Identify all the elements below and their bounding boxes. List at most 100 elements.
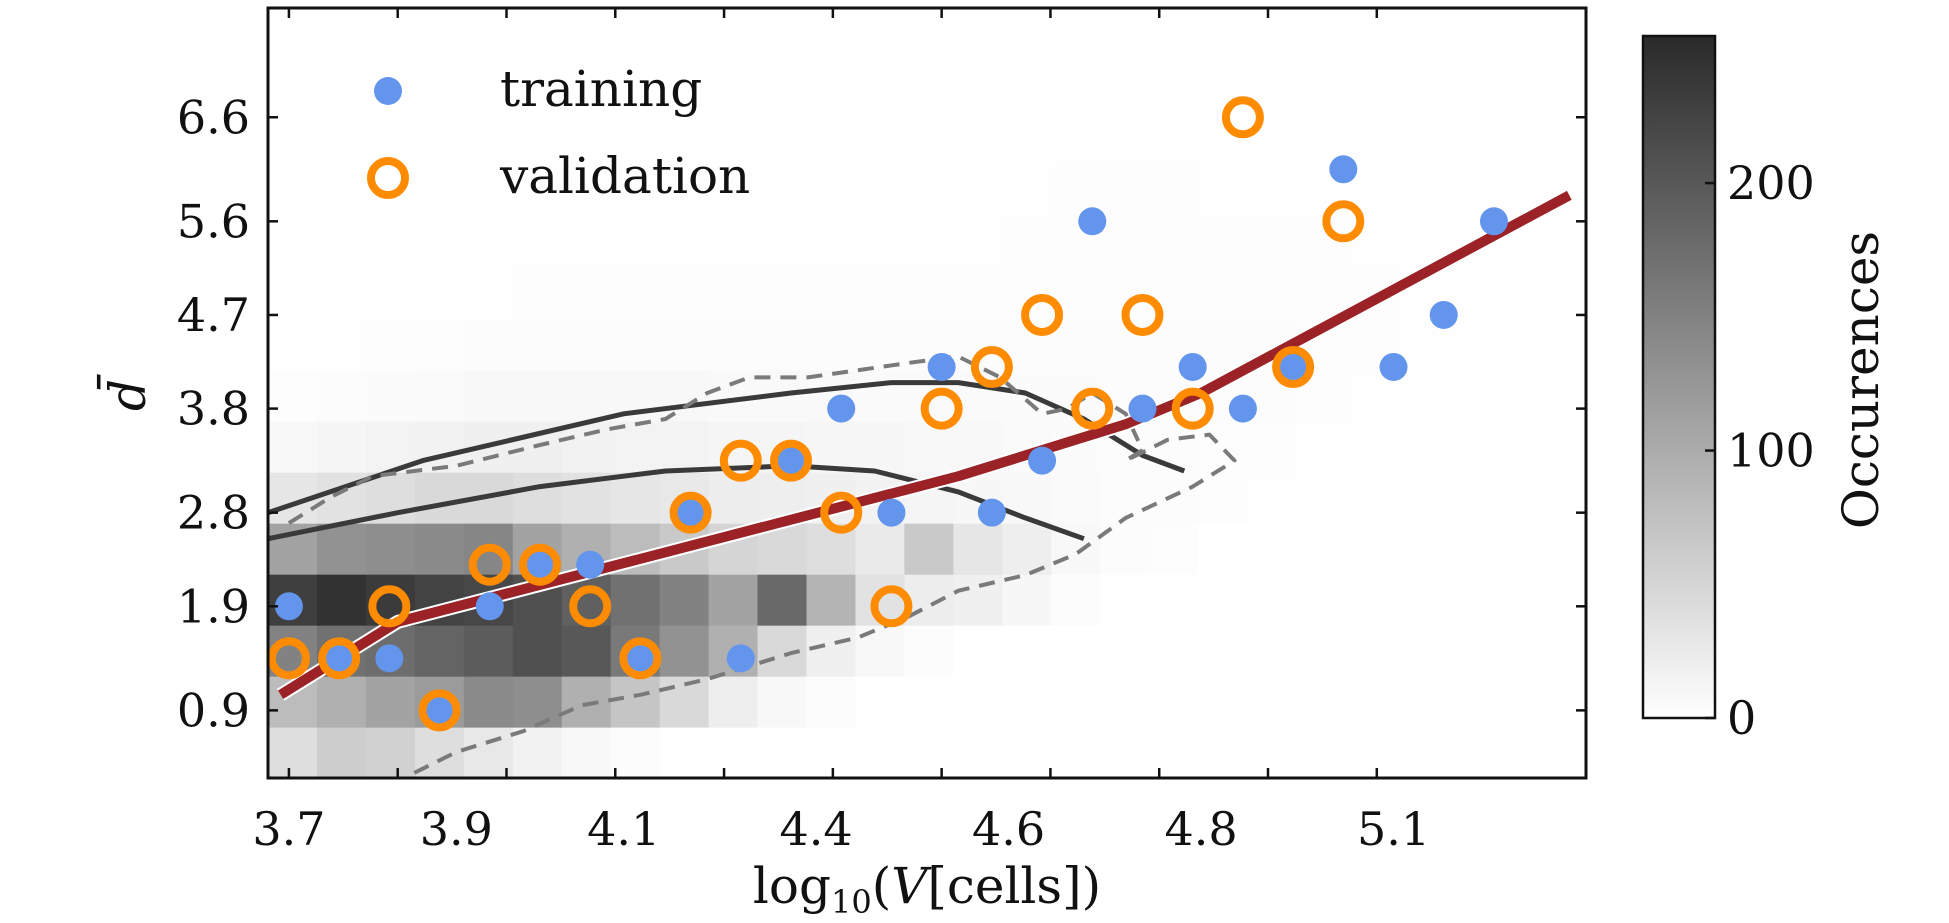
plot-frame xyxy=(266,6,1588,780)
heatmap-cell xyxy=(659,217,710,269)
heatmap-cell xyxy=(268,13,318,65)
colorbar-label: Occurences xyxy=(1832,231,1890,529)
heatmap-cell xyxy=(1198,676,1248,728)
heatmap-cell xyxy=(1002,625,1052,677)
heatmap-cell xyxy=(1002,574,1052,626)
heatmap-cell xyxy=(904,727,954,779)
heatmap-cell xyxy=(610,115,661,167)
heatmap-cell xyxy=(708,268,759,320)
training-point xyxy=(827,394,856,423)
heatmap-cell xyxy=(1296,421,1346,473)
heatmap-cell xyxy=(1491,319,1542,371)
heatmap-cell xyxy=(855,421,906,473)
heatmap-cell xyxy=(659,13,710,65)
heatmap-cell xyxy=(463,319,514,371)
heatmap-cell xyxy=(316,574,367,626)
training-point xyxy=(626,644,655,673)
validation-point xyxy=(518,543,561,586)
heatmap-cell xyxy=(806,166,857,218)
heatmap-cell xyxy=(1491,115,1542,167)
heatmap-cell xyxy=(806,115,857,167)
heatmap-cell xyxy=(1344,625,1395,677)
y-tick-label: 5.6 xyxy=(177,194,250,248)
heatmap-cell xyxy=(463,370,514,422)
x-axis-label-var: V xyxy=(891,857,932,915)
heatmap-cell xyxy=(904,115,954,167)
heatmap-cell xyxy=(904,676,954,728)
heatmap-cell xyxy=(1100,574,1150,626)
heatmap-cell xyxy=(806,319,857,371)
x-axis-label-open: ( xyxy=(872,857,892,915)
heatmap-cell xyxy=(316,676,367,728)
heatmap-cell xyxy=(1344,217,1395,269)
heatmap-cell xyxy=(268,727,318,779)
heatmap-cell xyxy=(855,676,906,728)
heatmap-cell xyxy=(855,64,906,116)
heatmap-cell xyxy=(268,217,318,269)
heatmap-cell xyxy=(1491,370,1542,422)
heatmap-cell xyxy=(561,676,612,728)
legend-training-label: training xyxy=(500,60,702,118)
colorbar-gradient xyxy=(1641,34,1717,720)
heatmap-cell xyxy=(365,370,416,422)
heatmap-cell xyxy=(1051,727,1101,779)
heatmap-cell xyxy=(414,319,465,371)
validation-point xyxy=(719,439,762,482)
heatmap-cell xyxy=(1198,166,1248,218)
heatmap-cell xyxy=(1100,727,1150,779)
heatmap-cell xyxy=(610,13,661,65)
heatmap-cell xyxy=(1149,574,1199,626)
heatmap-cell xyxy=(1296,268,1346,320)
heatmap-cell xyxy=(365,523,416,575)
heatmap-cell xyxy=(1491,268,1542,320)
heatmap-cell xyxy=(414,268,465,320)
heatmap-cell xyxy=(463,676,514,728)
heatmap-cell xyxy=(1491,727,1542,779)
validation-point xyxy=(1322,200,1365,243)
heatmap-cell xyxy=(1344,13,1395,65)
heatmap-cell xyxy=(316,421,367,473)
heatmap-cell xyxy=(1002,64,1052,116)
heatmap-cell xyxy=(1149,166,1199,218)
heatmap-cell xyxy=(1344,727,1395,779)
heatmap-cell xyxy=(1393,676,1444,728)
heatmap-cell xyxy=(1198,268,1248,320)
training-point xyxy=(1379,352,1408,381)
heatmap-cell xyxy=(1247,625,1297,677)
validation-point xyxy=(1071,387,1114,430)
heatmap-cell xyxy=(1247,727,1297,779)
legend-training-marker xyxy=(374,77,402,105)
heatmap-cell xyxy=(1247,574,1297,626)
heatmap-cell xyxy=(1393,574,1444,626)
heatmap-cell xyxy=(953,727,1003,779)
heatmap-cell xyxy=(512,217,563,269)
heatmap-cell xyxy=(1393,727,1444,779)
training-point xyxy=(375,644,404,673)
x-tick-label: 4.1 xyxy=(587,802,660,856)
heatmap-cell xyxy=(757,217,808,269)
heatmap-cell xyxy=(1491,13,1542,65)
heatmap-cell xyxy=(1344,676,1395,728)
heatmap-cell xyxy=(610,268,661,320)
heatmap-cell xyxy=(1442,574,1493,626)
x-tick-label: 5.1 xyxy=(1357,802,1430,856)
heatmap-cell xyxy=(1442,64,1493,116)
heatmap-cell xyxy=(561,64,612,116)
heatmap-cell xyxy=(268,421,318,473)
validation-point xyxy=(267,637,310,680)
heatmap-cell xyxy=(855,370,906,422)
heatmap-cell xyxy=(659,727,710,779)
heatmap-cell xyxy=(1296,625,1346,677)
heatmap-cell xyxy=(757,727,808,779)
x-tick-label: 3.7 xyxy=(252,802,325,856)
validation-point xyxy=(468,543,511,586)
contour-solid-outer xyxy=(267,380,1186,516)
heatmap-cell xyxy=(1393,166,1444,218)
heatmap-cell xyxy=(953,166,1003,218)
heatmap-cell xyxy=(1247,676,1297,728)
heatmap-cell xyxy=(1002,166,1052,218)
heatmap-cell xyxy=(512,370,563,422)
heatmap-cell xyxy=(953,268,1003,320)
heatmap-cell xyxy=(1051,625,1101,677)
heatmap-cell xyxy=(1149,13,1199,65)
